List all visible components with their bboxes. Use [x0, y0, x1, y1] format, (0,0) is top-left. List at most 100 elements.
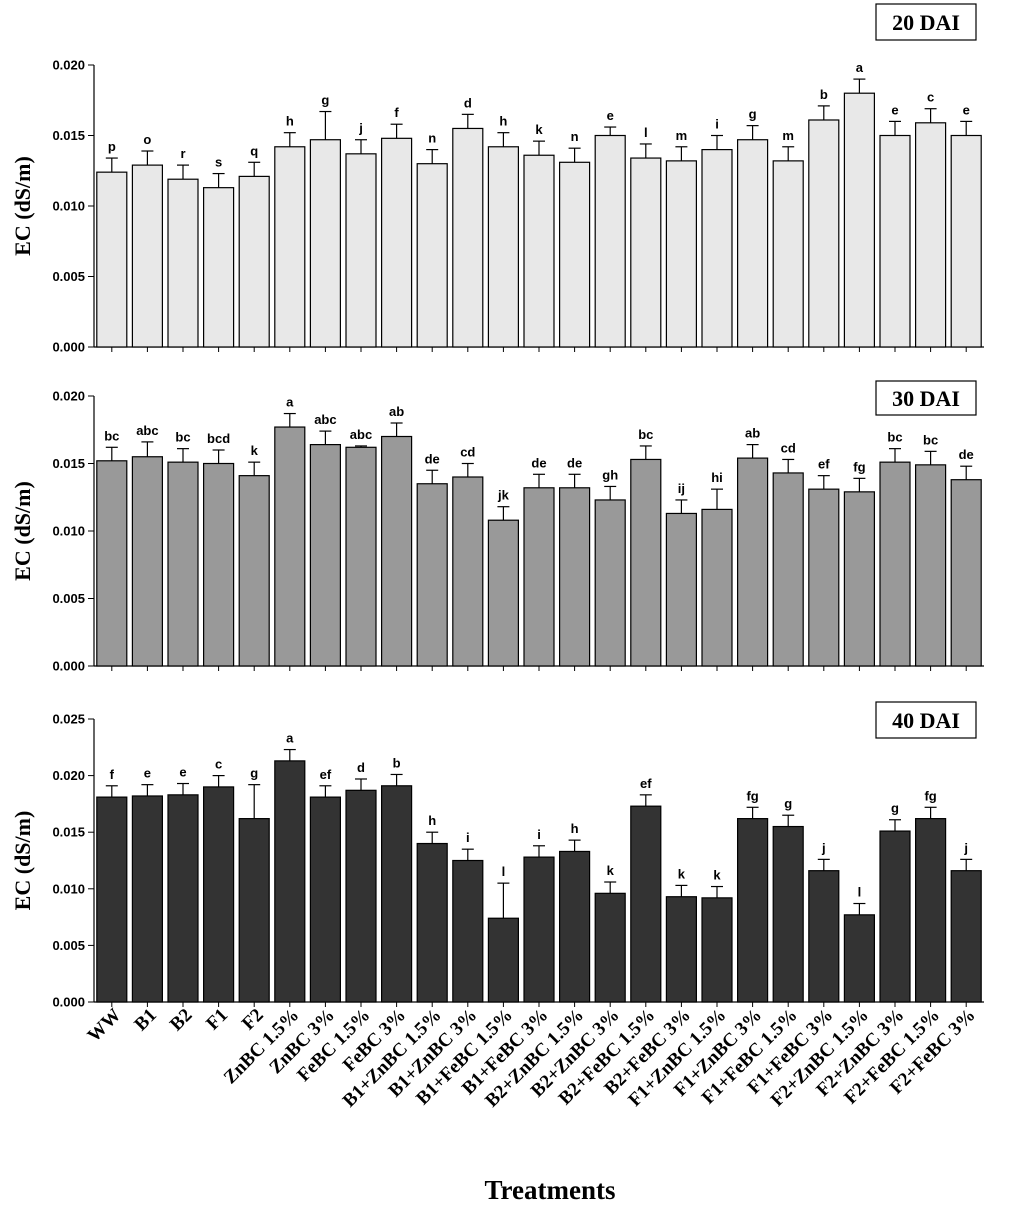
- bar: [772, 825, 804, 1003]
- y-tick-label: 0.010: [52, 524, 85, 539]
- significance-letter: e: [607, 108, 614, 123]
- bar: [131, 795, 163, 1003]
- bar: [558, 161, 591, 348]
- bar: [203, 786, 235, 1003]
- bar: [808, 488, 840, 667]
- y-axis-title: EC (dS/m): [10, 156, 35, 256]
- significance-letter: g: [749, 107, 757, 122]
- bar: [523, 487, 555, 667]
- bar: [416, 842, 448, 1003]
- bar: [772, 472, 804, 667]
- panel-title-box: [875, 380, 977, 416]
- significance-letter: cd: [781, 440, 796, 455]
- bar: [131, 456, 163, 667]
- significance-letter: k: [713, 868, 721, 883]
- significance-letter: j: [963, 840, 968, 855]
- bar: [523, 154, 555, 348]
- bar: [843, 914, 876, 1003]
- significance-letter: s: [215, 155, 222, 170]
- y-tick-label: 0.000: [52, 340, 85, 355]
- bar: [808, 119, 840, 348]
- significance-letter: d: [464, 95, 472, 110]
- bar: [914, 464, 947, 667]
- bar: [381, 435, 413, 667]
- significance-letter: f: [110, 767, 115, 782]
- bar: [558, 850, 591, 1003]
- significance-letter: de: [567, 455, 582, 470]
- bar: [879, 134, 911, 348]
- bar: [950, 870, 982, 1003]
- significance-letter: k: [607, 863, 615, 878]
- chart-panel: 0.000 0.005 0.010 0.015 0.020 EC (dS/m) p o r s q h…: [10, 3, 984, 355]
- chart-panel: 0.000 0.005 0.010 0.015 0.020 0.025 EC (dS/m) f…: [10, 701, 984, 1010]
- significance-letter: n: [428, 131, 436, 146]
- bar: [487, 519, 519, 667]
- significance-letter: k: [535, 122, 543, 137]
- significance-letter: f: [394, 105, 399, 120]
- significance-letter: l: [644, 125, 648, 140]
- bar: [630, 458, 662, 667]
- bar: [843, 491, 876, 667]
- bar: [167, 461, 199, 667]
- bar: [558, 487, 591, 667]
- significance-letter: p: [108, 139, 116, 154]
- bar: [345, 153, 377, 348]
- bar: [665, 160, 698, 348]
- panel-title: 40 DAI: [892, 708, 960, 733]
- y-tick-label: 0.000: [52, 995, 85, 1010]
- significance-letter: q: [250, 143, 258, 158]
- significance-letter: b: [393, 755, 401, 770]
- bar: [167, 178, 199, 348]
- significance-letter: a: [286, 395, 294, 410]
- bar: [879, 461, 911, 667]
- significance-letter: jk: [497, 488, 510, 503]
- significance-letter: e: [891, 102, 898, 117]
- significance-letter: fg: [853, 459, 865, 474]
- bar: [452, 859, 484, 1003]
- significance-letter: ef: [818, 457, 830, 472]
- significance-letter: bc: [104, 428, 119, 443]
- bar: [950, 134, 982, 348]
- bar: [594, 499, 626, 667]
- bar: [843, 92, 876, 348]
- significance-letter: abc: [314, 412, 336, 427]
- bar: [452, 476, 484, 667]
- bar: [665, 896, 698, 1003]
- significance-letter: ef: [640, 776, 652, 791]
- significance-letter: h: [571, 821, 579, 836]
- significance-letter: gh: [602, 467, 618, 482]
- y-tick-label: 0.015: [52, 128, 85, 143]
- bar: [523, 856, 555, 1003]
- significance-letter: e: [144, 766, 151, 781]
- significance-letter: h: [286, 114, 294, 129]
- bar: [772, 160, 804, 348]
- y-tick-label: 0.010: [52, 199, 85, 214]
- panel-title-box: [875, 3, 977, 41]
- bar: [416, 483, 448, 667]
- significance-letter: bcd: [207, 431, 230, 446]
- bar: [630, 805, 662, 1003]
- bar: [309, 139, 341, 348]
- y-tick-label: 0.010: [52, 881, 85, 896]
- significance-letter: ef: [320, 767, 332, 782]
- significance-letter: h: [428, 813, 436, 828]
- significance-letter: de: [959, 447, 974, 462]
- y-tick-label: 0.015: [52, 456, 85, 471]
- bar: [736, 139, 769, 348]
- significance-letter: e: [179, 765, 186, 780]
- bar: [594, 134, 626, 348]
- bar: [345, 446, 377, 667]
- bar: [274, 146, 306, 348]
- significance-letter: bc: [887, 430, 902, 445]
- significance-letter: i: [537, 827, 541, 842]
- significance-letter: de: [425, 451, 440, 466]
- significance-letter: g: [784, 796, 792, 811]
- y-tick-label: 0.005: [52, 591, 85, 606]
- x-axis-title: Treatments: [485, 1175, 616, 1205]
- bar: [701, 508, 733, 667]
- significance-letter: fg: [746, 788, 758, 803]
- significance-letter: bc: [175, 430, 190, 445]
- bar: [309, 796, 341, 1003]
- significance-letter: c: [927, 90, 934, 105]
